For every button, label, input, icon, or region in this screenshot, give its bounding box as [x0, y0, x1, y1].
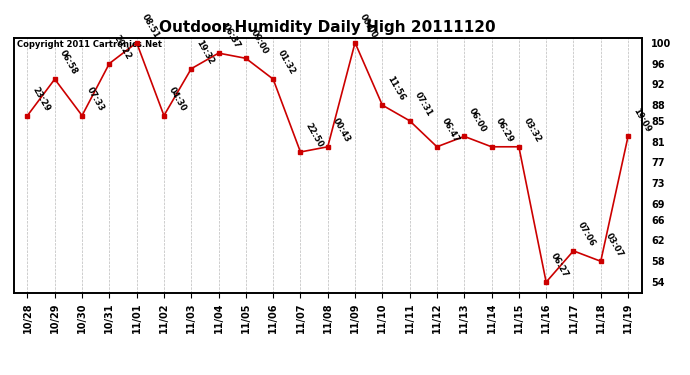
Text: 09:00: 09:00 [248, 28, 270, 56]
Text: 22:50: 22:50 [303, 122, 324, 149]
Text: 23:29: 23:29 [30, 85, 51, 113]
Text: 03:32: 03:32 [522, 117, 542, 144]
Text: Copyright 2011 Cartronics.Net: Copyright 2011 Cartronics.Net [17, 40, 162, 49]
Text: 08:51: 08:51 [139, 12, 161, 40]
Text: 06:58: 06:58 [57, 49, 79, 76]
Text: 07:33: 07:33 [85, 86, 106, 113]
Text: 06:27: 06:27 [549, 252, 570, 279]
Text: 06:29: 06:29 [494, 117, 515, 144]
Text: 07:06: 07:06 [576, 220, 598, 248]
Text: 06:37: 06:37 [221, 23, 242, 50]
Text: 19:32: 19:32 [194, 38, 215, 66]
Text: 06:00: 06:00 [467, 106, 488, 134]
Text: 00:43: 00:43 [331, 117, 352, 144]
Text: 11:56: 11:56 [385, 75, 406, 102]
Text: 07:31: 07:31 [413, 90, 433, 118]
Text: 20:22: 20:22 [112, 33, 133, 61]
Text: 03:07: 03:07 [604, 231, 624, 258]
Text: 00:00: 00:00 [358, 13, 379, 40]
Text: 04:30: 04:30 [167, 86, 188, 113]
Text: 01:32: 01:32 [276, 49, 297, 76]
Text: 06:47: 06:47 [440, 117, 461, 144]
Title: Outdoor Humidity Daily High 20111120: Outdoor Humidity Daily High 20111120 [159, 20, 496, 35]
Text: 19:09: 19:09 [631, 106, 652, 134]
